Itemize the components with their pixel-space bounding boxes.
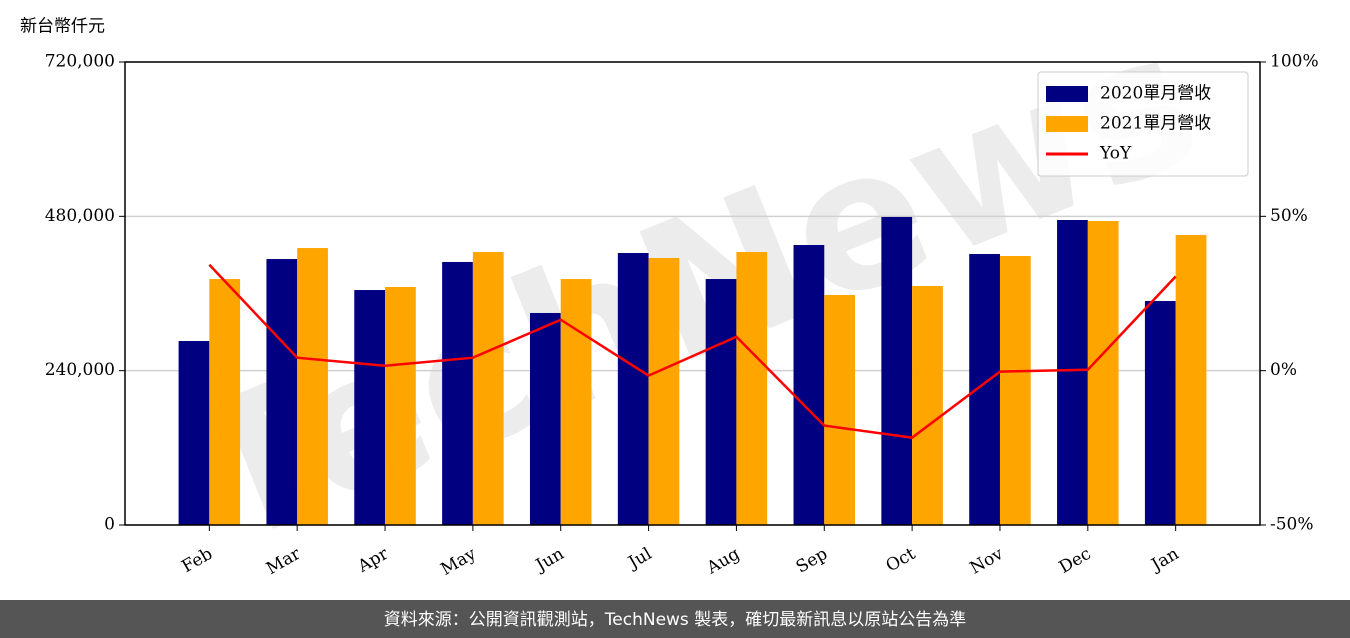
- bar: [912, 285, 943, 525]
- bar: [472, 252, 504, 525]
- y-tick-label: 240,000: [45, 360, 115, 380]
- bar: [793, 245, 825, 525]
- bar: [442, 261, 473, 525]
- y-tick-label: 480,000: [45, 206, 115, 226]
- x-tick-label: Jan: [1147, 544, 1183, 576]
- y-tick-label: 720,000: [45, 52, 115, 72]
- bar: [297, 248, 328, 526]
- y-unit-label: 新台幣仟元: [20, 17, 105, 37]
- bar: [881, 216, 913, 526]
- legend-label: 2021單月營收: [1100, 114, 1211, 134]
- bar: [1144, 301, 1176, 525]
- footer: 資料來源：公開資訊觀測站，TechNews 製表，確切最新訊息以原站公告為準: [384, 610, 966, 630]
- plot-frame: [124, 61, 1261, 526]
- y2-tick-label: -50%: [1270, 515, 1314, 535]
- x-tick-label: Dec: [1056, 544, 1095, 578]
- x-tick-label: Nov: [967, 544, 1007, 579]
- bar: [1057, 219, 1088, 525]
- legend-label: 2020單月營收: [1100, 84, 1211, 104]
- x-tick-label: Feb: [179, 544, 217, 577]
- x-tick-label: Aug: [703, 544, 744, 579]
- bar: [354, 290, 386, 525]
- legend-swatch: [1046, 116, 1088, 132]
- bar: [1175, 234, 1207, 526]
- y-tick-label: 0: [104, 515, 115, 535]
- bar: [648, 258, 680, 525]
- bar: [824, 294, 856, 525]
- bar: [560, 279, 592, 525]
- bar: [209, 279, 241, 525]
- y2-tick-label: 100%: [1270, 52, 1319, 72]
- y2-tick-label: 50%: [1270, 206, 1308, 226]
- footer-bar: [0, 600, 1350, 638]
- bar: [385, 287, 416, 525]
- bar: [617, 252, 649, 526]
- legend-box: [1037, 71, 1249, 177]
- x-tick-label: Oct: [883, 544, 919, 577]
- x-tick-label: Jun: [531, 544, 568, 577]
- x-tick-label: Sep: [793, 544, 831, 578]
- legend-swatch: [1046, 86, 1088, 102]
- bar: [266, 259, 298, 525]
- bar: [705, 279, 737, 525]
- bar: [178, 341, 210, 525]
- bar: [999, 256, 1031, 525]
- bar: [736, 252, 768, 525]
- x-tick-label: May: [437, 544, 480, 580]
- x-tick-label: Jul: [623, 544, 655, 574]
- line: [208, 263, 1177, 439]
- bar: [1087, 221, 1119, 525]
- x-tick-label: Apr: [354, 543, 393, 577]
- y2-tick-label: 0%: [1270, 360, 1297, 380]
- bar: [969, 254, 1000, 525]
- bar: [529, 312, 561, 525]
- legend-label: YoY: [1099, 144, 1132, 164]
